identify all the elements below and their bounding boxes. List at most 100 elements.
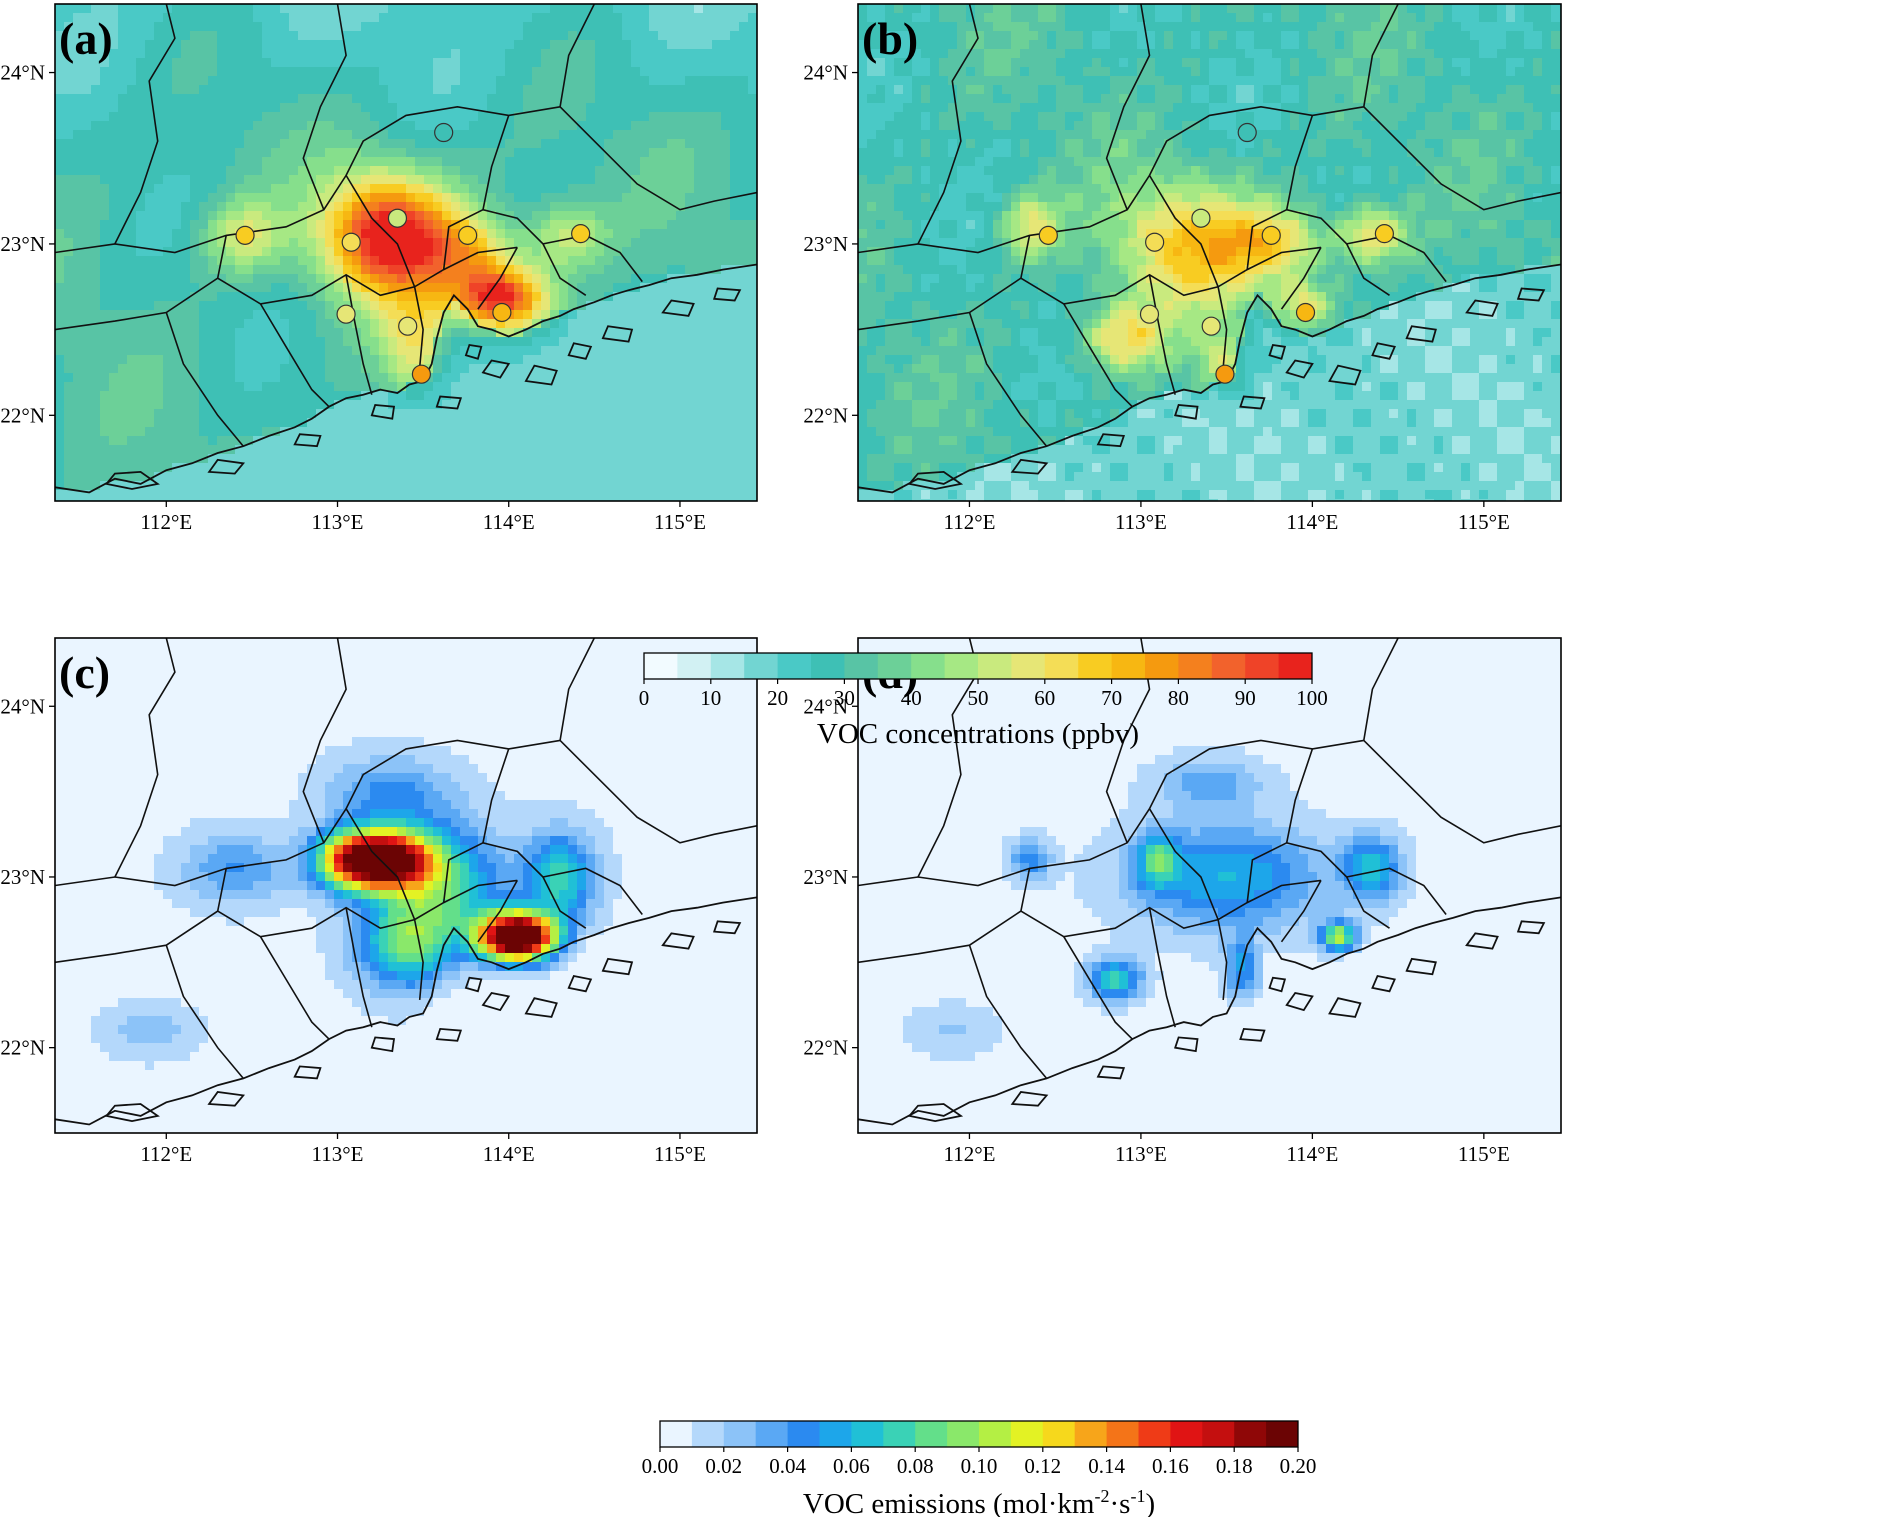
admin-border — [559, 4, 596, 107]
lon-tick-label: 113°E — [312, 1142, 364, 1166]
admin-border — [858, 105, 1364, 254]
colorbar-emission: 0.00 0.02 0.04 0.06 0.08 0.10 0.12 0.14 0.16 0.18… — [642, 1420, 1316, 1517]
admin-border — [345, 907, 373, 1028]
admin-border — [1346, 234, 1447, 283]
map-frame-b — [857, 3, 1562, 502]
lon-tick-label: 112°E — [943, 1142, 995, 1166]
map-panel-b: 112°E 113°E 114°E 115°E 22°N 23°N 24°N (b) — [803, 3, 1562, 534]
colorbar-cell — [1211, 653, 1246, 679]
colorbar-cell — [883, 1421, 916, 1447]
colorbar-cell — [811, 653, 845, 679]
boundaries-d — [858, 638, 1561, 1126]
island — [464, 976, 483, 993]
island — [435, 395, 463, 410]
observation-site — [458, 225, 478, 245]
map-frame-d — [857, 637, 1562, 1134]
voc-emission-field-c — [55, 638, 757, 1133]
island — [1268, 976, 1287, 993]
colorbar-tick-label: 0.12 — [1024, 1454, 1061, 1478]
island — [1285, 359, 1314, 379]
admin-border — [345, 174, 416, 288]
admin-border — [1020, 879, 1322, 938]
admin-border — [968, 944, 1048, 1079]
lon-tick-label: 114°E — [483, 1142, 535, 1166]
axis-ticks-a: 112°E 113°E 114°E 115°E 22°N 23°N 24°N — [0, 61, 706, 534]
island — [435, 1027, 463, 1042]
observation-site — [1261, 225, 1281, 245]
observation-site — [434, 122, 454, 143]
colorbar-cell — [819, 1421, 852, 1447]
panel-label-c: (c) — [59, 647, 110, 698]
colorbar-cell — [723, 1421, 757, 1447]
island — [481, 992, 511, 1012]
map-panel-a: 112°E 113°E 114°E 115°E 22°N 23°N 24°N (a) — [0, 3, 758, 534]
boundaries-a — [55, 4, 757, 494]
colorbar-emission-title: VOC emissions (mol·km-2·s-1) — [803, 1486, 1155, 1517]
lon-tick-label: 113°E — [1115, 1142, 1167, 1166]
colorbar-emission-title-sup1: -2 — [1095, 1486, 1110, 1506]
island — [1371, 342, 1396, 360]
island — [1096, 1065, 1126, 1080]
admin-border — [482, 115, 510, 210]
admin-border — [542, 867, 643, 915]
island — [601, 325, 634, 343]
admin-border — [55, 739, 561, 887]
admin-border — [217, 246, 518, 305]
island — [1465, 932, 1499, 950]
island — [207, 458, 246, 475]
island — [1010, 458, 1049, 475]
island — [370, 404, 396, 420]
colorbar-cell — [877, 653, 912, 679]
lon-tick-label: 114°E — [483, 510, 535, 534]
island — [370, 1036, 396, 1053]
admin-border — [1363, 106, 1561, 211]
admin-border — [482, 748, 510, 843]
coastline — [55, 263, 757, 494]
island — [1174, 1036, 1199, 1053]
island — [1096, 433, 1126, 448]
lat-tick-label: 24°N — [0, 694, 45, 718]
colorbar-cell — [1138, 1421, 1171, 1447]
observation-site — [387, 208, 408, 228]
island — [524, 997, 558, 1018]
colorbar-cell — [979, 1421, 1012, 1447]
voc-emission-field-d — [858, 638, 1561, 1133]
admin-border — [302, 4, 347, 210]
colorbar-cell — [1202, 1421, 1235, 1447]
admin-border — [1363, 638, 1399, 741]
lon-tick-label: 113°E — [1115, 510, 1167, 534]
lat-tick-label: 22°N — [0, 403, 45, 427]
admin-border — [114, 4, 176, 245]
colorbar-tick-label: 10 — [700, 686, 721, 710]
colorbar-tick-label: 0.02 — [705, 1454, 742, 1478]
lon-tick-label: 112°E — [140, 510, 192, 534]
island — [1285, 992, 1314, 1012]
admin-border — [1217, 919, 1228, 1000]
colorbar-cell — [1178, 653, 1213, 679]
observation-site — [411, 364, 432, 384]
admin-border — [1148, 174, 1219, 288]
observation-site — [1191, 208, 1211, 228]
colorbar-emission-ticks: 0.00 0.02 0.04 0.06 0.08 0.10 0.12 0.14 0.16 0.18… — [642, 1447, 1316, 1478]
admin-border — [1280, 880, 1322, 943]
island — [524, 364, 558, 386]
admin-border — [165, 944, 244, 1079]
observation-sites-b — [1038, 122, 1394, 384]
island — [1516, 920, 1546, 935]
admin-border — [559, 106, 757, 211]
colorbar-concentration-ticks: 0 10 20 30 40 50 60 70 80 90 100 — [639, 679, 1328, 710]
admin-border — [1148, 808, 1219, 920]
map-frame-a — [54, 3, 758, 502]
coastline — [858, 896, 1561, 1126]
island — [104, 470, 160, 490]
lon-tick-label: 114°E — [1286, 510, 1338, 534]
observation-site — [1139, 304, 1160, 324]
admin-border — [1217, 286, 1228, 368]
observation-sites-a — [235, 122, 591, 384]
admin-border — [442, 208, 587, 296]
lat-tick-label: 24°N — [0, 61, 45, 85]
colorbar-cell — [1106, 1421, 1139, 1447]
island — [1371, 974, 1396, 993]
observation-site — [1201, 316, 1221, 336]
